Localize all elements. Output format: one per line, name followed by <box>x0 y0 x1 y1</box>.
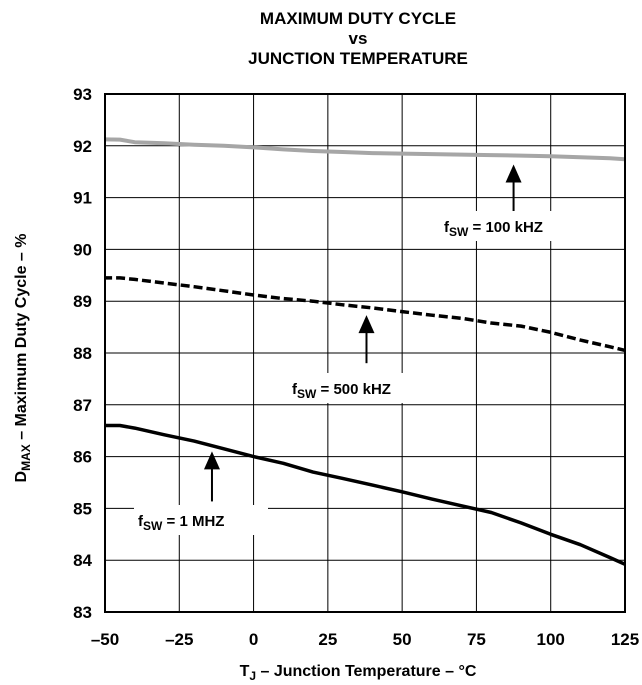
arrow-100khz-head <box>505 164 522 183</box>
x-tick-label-2: 0 <box>249 630 258 649</box>
label-1mhz: fSW = 1 MHZ <box>134 505 268 535</box>
label-500khz: fSW = 500 kHZ <box>288 373 435 403</box>
label-100khz-bg <box>440 211 585 241</box>
annotation-arrows <box>203 164 522 502</box>
plot-border <box>104 93 626 613</box>
x-tick-label-7: 125 <box>611 630 639 649</box>
x-axis-label: TJ – Junction Temperature – °C <box>240 663 477 683</box>
y-tick-label-1: 84 <box>73 551 92 570</box>
x-axis-label-main: T <box>240 663 250 680</box>
arrow-1mhz-head <box>203 451 220 470</box>
x-tick-label-6: 100 <box>537 630 565 649</box>
y-tick-label-10: 93 <box>73 85 92 104</box>
y-axis-label-main: D <box>13 471 30 483</box>
x-tick-labels: –50 –25 0 25 50 75 100 125 <box>91 630 639 649</box>
x-tick-label-1: –25 <box>165 630 193 649</box>
label-100khz-text: fSW = 100 kHZ <box>444 219 543 239</box>
y-tick-label-8: 91 <box>73 189 92 208</box>
arrow-500khz-head <box>358 315 375 334</box>
y-tick-label-6: 89 <box>73 292 92 311</box>
series-line-s500k <box>105 276 625 353</box>
y-tick-label-0: 83 <box>73 603 92 622</box>
label-500khz-bg <box>288 373 435 403</box>
x-tick-label-4: 50 <box>393 630 412 649</box>
y-tick-label-9: 92 <box>73 137 92 156</box>
series-group <box>105 137 625 566</box>
x-tick-label-5: 75 <box>467 630 486 649</box>
label-1mhz-bg <box>134 505 268 535</box>
chart-title-line-3: JUNCTION TEMPERATURE <box>248 49 468 68</box>
y-axis-label: DMAX – Maximum Duty Cycle – % <box>13 234 33 483</box>
y-tick-label-4: 87 <box>73 396 92 415</box>
label-100khz: fSW = 100 kHZ <box>440 211 585 241</box>
y-tick-label-7: 90 <box>73 240 92 259</box>
x-axis-label-sub: J <box>249 669 256 683</box>
series-line-s100k <box>105 137 625 162</box>
y-axis-label-rest: – Maximum Duty Cycle – % <box>13 234 30 445</box>
chart-title-line-2: vs <box>349 29 368 48</box>
y-tick-label-2: 85 <box>73 499 92 518</box>
label-500khz-text: fSW = 500 kHZ <box>292 381 391 401</box>
y-tick-label-5: 88 <box>73 344 92 363</box>
chart-title-line-1: MAXIMUM DUTY CYCLE <box>260 9 456 28</box>
x-tick-label-0: –50 <box>91 630 119 649</box>
plot-frame <box>104 93 626 613</box>
y-tick-labels: 83 84 85 86 87 88 89 90 91 92 93 <box>73 85 92 622</box>
label-1mhz-text: fSW = 1 MHZ <box>138 513 224 533</box>
y-axis-label-sub: MAX <box>19 444 33 471</box>
x-tick-label-3: 25 <box>318 630 337 649</box>
series-line-s1m <box>105 423 625 566</box>
y-tick-label-3: 86 <box>73 448 92 467</box>
x-axis-label-rest: – Junction Temperature – °C <box>256 663 477 680</box>
